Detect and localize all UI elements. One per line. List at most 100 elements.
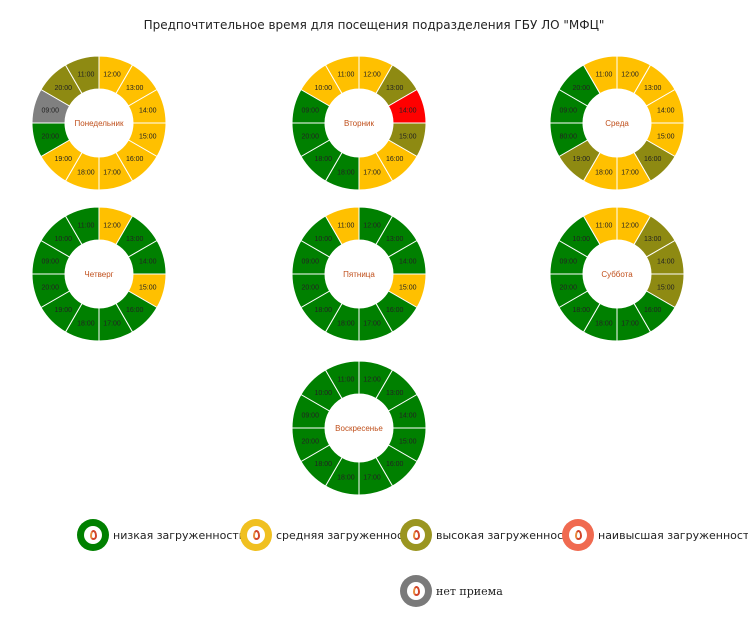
- slice-label: 12:00: [621, 223, 639, 230]
- slice-label: 20:00: [41, 285, 59, 292]
- slice-label: 19:00: [573, 156, 591, 163]
- slice-label: 13:00: [126, 236, 144, 243]
- legend-label: низкая загруженность: [113, 528, 246, 542]
- slice-label: 16:00: [386, 461, 404, 468]
- slice-label: 18:00: [573, 307, 591, 314]
- slice-label: 12:00: [103, 72, 121, 79]
- legend-item-none: нет приема: [400, 575, 503, 607]
- slice-label: 20:00: [41, 134, 59, 141]
- donut-chart: 12:00 13:00 14:00 15:00 16:00 17:00 18:00 19:00…: [31, 55, 167, 191]
- slice-label: 09:00: [301, 412, 319, 419]
- slice-label: 15:00: [399, 285, 417, 292]
- slice-label: 09:00: [559, 107, 577, 114]
- slice-label: 12:00: [363, 72, 381, 79]
- slice-label: 20:00: [301, 285, 319, 292]
- slice-label: 15:00: [657, 285, 675, 292]
- day-label: Пятница: [343, 270, 375, 279]
- slice-label: 18:00: [315, 461, 333, 468]
- slice-label: 17:00: [103, 320, 121, 327]
- legend-item-max: наивысшая загруженность: [562, 519, 748, 551]
- slice-label: 12:00: [103, 223, 121, 230]
- legend-label: нет приема: [436, 584, 503, 598]
- day-label: Суббота: [601, 270, 633, 279]
- slice-label: 18:00: [595, 169, 613, 176]
- slice-label: 09:00: [41, 107, 59, 114]
- slice-label: 09:00: [301, 258, 319, 265]
- slice-label: 17:00: [621, 169, 639, 176]
- slice-label: 17:00: [363, 169, 381, 176]
- legend-item-high: высокая загруженность: [400, 519, 576, 551]
- slice-label: 15:00: [139, 134, 157, 141]
- slice-label: 10:00: [55, 236, 73, 243]
- slice-label: 19:00: [55, 156, 73, 163]
- slice-label: 15:00: [657, 134, 675, 141]
- slice-label: 13:00: [644, 236, 662, 243]
- mfc-logo-icon: [400, 575, 432, 607]
- donut-chart: 12:00 13:00 14:00 15:00 16:00 17:00 18:00 18:00…: [291, 55, 427, 191]
- donut-chart: 12:00 13:00 14:00 15:00 16:00 17:00 18:00 18:00…: [291, 206, 427, 342]
- slice-label: 10:00: [315, 85, 333, 92]
- mfc-logo-icon: [77, 519, 109, 551]
- slice-label: 18:00: [315, 156, 333, 163]
- day-label: Вторник: [344, 119, 374, 128]
- slice-label: 17:00: [621, 320, 639, 327]
- donut-slice: [324, 206, 360, 246]
- slice-label: 13:00: [126, 85, 144, 92]
- legend-label: средняя загруженность: [276, 528, 416, 542]
- slice-label: 10:00: [315, 390, 333, 397]
- mfc-logo-icon: [240, 519, 272, 551]
- slice-label: 12:00: [363, 223, 381, 230]
- donut-chart: 12:00 13:00 14:00 15:00 16:00 17:00 18:00 18:00…: [549, 206, 685, 342]
- slice-label: 11:00: [595, 223, 612, 230]
- legend-label: высокая загруженность: [436, 528, 577, 542]
- slice-label: 10:00: [315, 236, 333, 243]
- slice-label: 14:00: [657, 107, 675, 114]
- donut-slice: [582, 206, 618, 246]
- donut-slice: [582, 55, 618, 95]
- slice-label: 16:00: [386, 307, 404, 314]
- slice-label: 13:00: [386, 85, 404, 92]
- mfc-logo-icon: [562, 519, 594, 551]
- chart-title: Предпочтительное время для посещения под…: [143, 18, 605, 32]
- slice-label: 09:00: [41, 258, 59, 265]
- slice-label: 16:00: [644, 307, 662, 314]
- slice-label: 20:00: [573, 85, 591, 92]
- slice-label: 17:00: [103, 169, 121, 176]
- slice-label: 15:00: [139, 285, 157, 292]
- slice-label: 16:00: [126, 156, 144, 163]
- slice-label: 20:00: [301, 134, 319, 141]
- slice-label: 13:00: [386, 236, 404, 243]
- slice-label: 80:00: [559, 134, 577, 141]
- donut-slice: [64, 55, 100, 95]
- legend-item-low: низкая загруженность: [77, 519, 245, 551]
- donut-chart: 12:00 13:00 14:00 15:00 16:00 17:00 18:00 19:00…: [549, 55, 685, 191]
- slice-label: 09:00: [301, 107, 319, 114]
- donut-chart: 12:00 13:00 14:00 15:00 16:00 17:00 18:00 18:00…: [291, 360, 427, 496]
- slice-label: 14:00: [139, 258, 157, 265]
- slice-label: 18:00: [77, 169, 95, 176]
- slice-label: 10:00: [573, 236, 591, 243]
- legend-label: наивысшая загруженность: [598, 528, 748, 542]
- legend-item-mid: средняя загруженность: [240, 519, 416, 551]
- slice-label: 18:00: [337, 169, 355, 176]
- slice-label: 12:00: [363, 377, 381, 384]
- day-label: Четверг: [84, 270, 113, 279]
- slice-label: 14:00: [657, 258, 675, 265]
- slice-label: 14:00: [139, 107, 157, 114]
- slice-label: 20:00: [55, 85, 73, 92]
- slice-label: 11:00: [337, 223, 354, 230]
- slice-label: 11:00: [77, 72, 94, 79]
- donut-slice: [64, 206, 100, 246]
- slice-label: 15:00: [399, 134, 417, 141]
- slice-label: 15:00: [399, 439, 417, 446]
- slice-label: 17:00: [363, 320, 381, 327]
- donut-slice: [324, 360, 360, 400]
- slice-label: 11:00: [337, 377, 354, 384]
- slice-label: 14:00: [399, 412, 417, 419]
- day-label: Среда: [605, 119, 629, 128]
- slice-label: 20:00: [559, 285, 577, 292]
- slice-label: 18:00: [337, 474, 355, 481]
- slice-label: 14:00: [399, 107, 417, 114]
- slice-label: 17:00: [363, 474, 381, 481]
